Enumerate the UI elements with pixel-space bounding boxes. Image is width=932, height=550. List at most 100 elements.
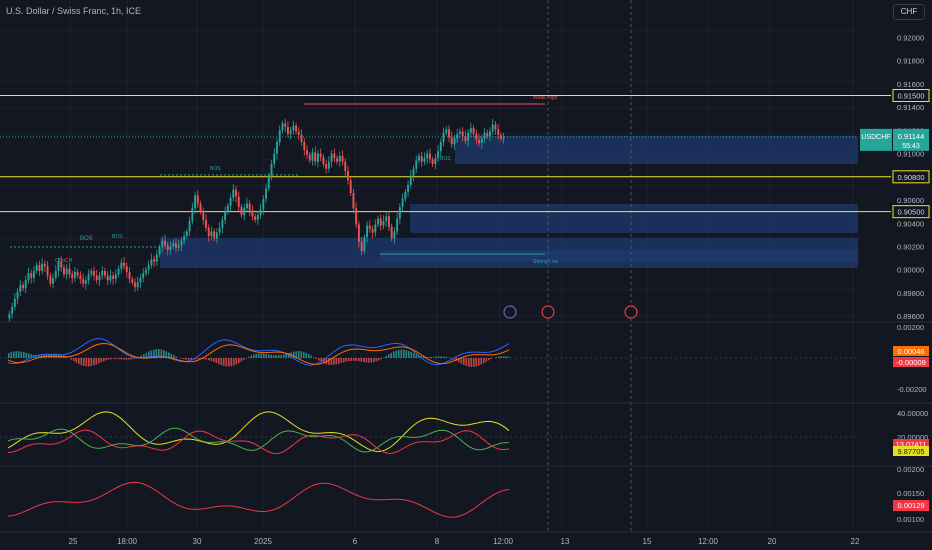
macd-histogram-bar — [123, 358, 125, 360]
macd-histogram-bar — [448, 357, 450, 358]
candle-body — [437, 151, 440, 159]
candle-body — [382, 220, 385, 226]
currency-button[interactable]: CHF — [893, 4, 925, 20]
macd-histogram-bar — [280, 354, 283, 358]
time-axis-tick: 12:00 — [493, 537, 514, 546]
macd-histogram-bar — [460, 358, 463, 364]
candle-body — [366, 225, 369, 238]
candle-body — [499, 134, 502, 139]
symbol-tag-label: USDCHF — [861, 134, 890, 141]
macd-histogram-bar — [410, 351, 413, 358]
macd-histogram-bar — [113, 358, 115, 359]
macd-histogram-bar — [463, 358, 465, 365]
last-price-label: 0.91144 — [898, 132, 925, 141]
candle-body — [248, 203, 251, 211]
lightning-icon — [503, 305, 517, 319]
candle-body — [177, 245, 180, 248]
chart-title: U.S. Dollar / Swiss Franc, 1h, ICE — [6, 6, 142, 16]
candle-body — [109, 275, 112, 281]
candle-body — [486, 132, 489, 137]
macd-histogram-bar — [345, 358, 348, 362]
candle-body — [415, 160, 418, 169]
candle-body — [303, 141, 306, 151]
price-axis-tick: 0.90000 — [897, 266, 924, 275]
candle-body — [106, 275, 109, 281]
macd-histogram-bar — [370, 358, 373, 363]
macd-histogram-bar — [243, 358, 245, 360]
candle-body — [27, 273, 30, 281]
candle-body — [475, 133, 478, 140]
candle-body — [357, 224, 360, 242]
candle-body — [442, 132, 445, 142]
candle-body — [355, 208, 358, 225]
candle-body — [461, 131, 464, 137]
candle-body — [207, 227, 210, 237]
candle-body — [98, 275, 101, 281]
price-level-tag — [892, 89, 930, 102]
candle-body — [153, 259, 156, 262]
candle-body — [205, 219, 207, 228]
osc-value-label-b: 9.87705 — [897, 447, 924, 456]
macd-histogram-bar — [500, 356, 503, 358]
macd-histogram-bar — [360, 358, 363, 362]
macd-histogram-bar — [363, 358, 365, 363]
candle-body — [407, 184, 410, 192]
price-axis-tick: 0.89800 — [897, 289, 924, 298]
vol-axis-tick: 0.00100 — [897, 515, 924, 524]
candle-body — [393, 231, 396, 239]
candle-body — [322, 157, 325, 165]
macd-histogram-bar — [380, 358, 383, 360]
candle-body — [262, 198, 265, 210]
macd-histogram-bar — [240, 358, 243, 362]
candle-body — [385, 216, 388, 221]
candle-body — [464, 136, 467, 141]
macd-value-label: 0.00046 — [897, 347, 924, 356]
order-block-zone — [455, 136, 858, 164]
candle-body — [494, 124, 497, 130]
macd-histogram-bar — [248, 356, 250, 358]
macd-histogram-bar — [78, 358, 80, 365]
macd-histogram-bar — [220, 358, 223, 366]
candle-body — [306, 150, 308, 155]
macd-histogram-bar — [158, 349, 160, 358]
macd-histogram-bar — [418, 355, 420, 358]
macd-histogram-bar — [318, 358, 320, 361]
candle-body — [295, 125, 298, 132]
candle-body — [308, 154, 311, 161]
plus-di-line — [7, 427, 509, 453]
macd-histogram-bar — [443, 356, 445, 358]
macd-histogram-bar — [293, 351, 295, 358]
candle-body — [221, 219, 224, 228]
candle-body — [136, 282, 139, 288]
macd-histogram-bar — [350, 358, 353, 361]
macd-histogram-bar — [38, 355, 40, 358]
macd-histogram-bar — [258, 353, 260, 358]
candle-body — [174, 243, 177, 248]
candle-body — [103, 270, 106, 276]
price-level-label: 0.90500 — [897, 208, 924, 217]
time-axis-tick: 22 — [851, 537, 860, 546]
candle-body — [412, 168, 415, 176]
macd-histogram-bar — [368, 358, 370, 363]
macd-histogram-bar — [188, 358, 190, 360]
candle-body — [71, 274, 74, 278]
strong-low-label: Strong Low — [533, 259, 559, 265]
candle-body — [155, 254, 158, 262]
candle-body — [390, 226, 393, 239]
candle-body — [267, 175, 270, 189]
macd-histogram-bar — [445, 356, 448, 358]
candle-body — [79, 275, 82, 280]
macd-histogram-bar — [80, 358, 83, 366]
candle-body — [251, 210, 254, 217]
macd-histogram-bar — [23, 352, 25, 358]
macd-histogram-bar — [420, 355, 423, 358]
macd-histogram-bar — [303, 351, 305, 358]
price-axis-tick: 0.91000 — [897, 150, 924, 159]
candle-body — [480, 138, 483, 144]
bos-label: BOS — [112, 234, 123, 240]
candle-body — [387, 216, 390, 227]
candle-body — [41, 263, 44, 271]
candle-body — [245, 203, 248, 209]
candle-body — [363, 237, 366, 252]
